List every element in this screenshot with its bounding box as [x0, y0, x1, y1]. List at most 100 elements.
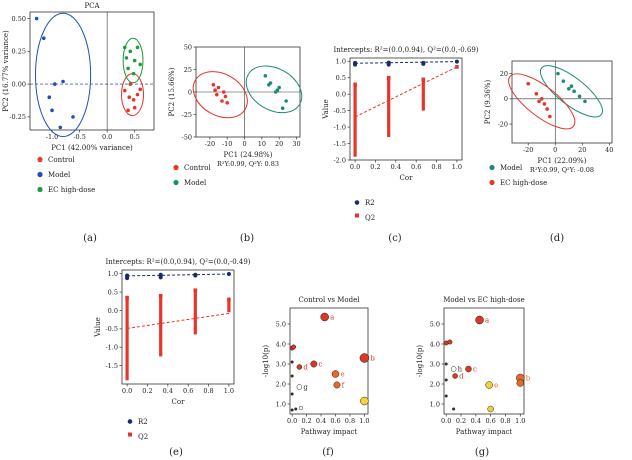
data-point: [126, 66, 130, 71]
pathway-point-label: h: [458, 366, 463, 374]
y-tick-label: 20: [500, 70, 508, 78]
chart-panel-g: 0.0 0.2 0.4 0.6 0.8 1.0 1.0 2.0 3.0 4.0 5.0 Pathway…: [416, 296, 531, 436]
pathway-point: [296, 384, 303, 390]
x-axis-label: PC1 (42.00% variance): [51, 144, 133, 152]
legend-marker: [37, 171, 43, 178]
pathway-point-label: b: [526, 375, 531, 383]
data-point: [566, 86, 571, 91]
q2-point: [125, 295, 129, 300]
data-point: [122, 88, 127, 93]
y-tick-label: 2.0: [430, 380, 440, 388]
y-axis-label: Value: [322, 99, 330, 119]
y-tick-label: -0.5: [333, 107, 346, 115]
data-point: [526, 81, 531, 86]
data-point: [548, 114, 552, 119]
y-tick-label: 0.0: [336, 90, 346, 98]
data-point: [128, 82, 133, 86]
r2-point: [125, 274, 130, 279]
plot-frame-c: [349, 57, 463, 161]
y-axis-label: -log10(p): [416, 345, 424, 377]
data-point: [138, 87, 143, 92]
data-point: [545, 107, 549, 111]
chart-title: Intercepts: R²=(0.0,0.94), Q²=(0.0,-0.69…: [333, 46, 478, 54]
x-tick-label: 0.8: [500, 417, 510, 425]
panel-label-f: (f): [322, 447, 334, 458]
pathway-point-label: f: [342, 382, 346, 390]
legend-label: R2: [138, 418, 148, 426]
x-axis-label: Pathway impact: [301, 428, 358, 436]
data-point: [267, 83, 271, 87]
r2-point: [193, 272, 198, 277]
chart-panel-c: 0.0 0.2 0.4 0.6 0.8 1.0 -2.0 -1.5 -1.0 -0.5 0.0 0.5…: [322, 46, 479, 222]
x-tick-label: 0.8: [431, 163, 441, 171]
y-tick-label: 3.0: [276, 360, 286, 368]
legend-marker-q2: [128, 432, 132, 437]
x-tick-label: 20: [275, 140, 283, 148]
data-point: [124, 56, 129, 60]
legend-label: EC high-dose: [500, 179, 547, 187]
x-tick-label: -1.0: [46, 133, 59, 141]
x-tick-label: -0.5: [73, 133, 86, 141]
q2-point-column: [125, 297, 129, 381]
x-tick-label: 0.6: [485, 417, 495, 425]
pathway-point-label: a: [330, 314, 334, 322]
q2-point: [455, 65, 459, 69]
data-point: [572, 89, 576, 94]
data-point: [225, 101, 229, 105]
x-tick-label: 30: [292, 140, 300, 148]
pathway-point: [452, 373, 458, 379]
q2-point-column: [193, 290, 197, 335]
data-point: [135, 45, 140, 50]
legend-label: Model: [184, 179, 207, 187]
y-axis-label: Value: [94, 317, 102, 337]
x-axis-label: PC1 (22.09%): [538, 157, 587, 165]
x-tick-label: 10: [258, 140, 266, 148]
data-point: [280, 106, 285, 110]
chart-panel-e: 0.0 0.2 0.4 0.6 0.8 1.0 -1.5 -1.0 -0.5 0.0 0.5 1.0 C…: [94, 258, 251, 441]
panel-label-a: (a): [83, 233, 97, 244]
data-point: [263, 74, 268, 78]
pathway-point: [450, 366, 457, 372]
x-tick-label: 0.0: [102, 133, 112, 141]
data-point: [534, 92, 539, 96]
y-tick-label: 3.0: [430, 360, 440, 368]
x-tick-label: -20: [205, 140, 215, 148]
y-tick-label: 4.0: [430, 340, 440, 348]
pathway-point: [296, 364, 303, 370]
confidence-ellipse: [35, 12, 92, 138]
data-point: [135, 92, 140, 97]
chart-title: Model vs EC high-dose: [443, 296, 524, 304]
x-axis-label: PC1 (24.98%): [224, 151, 273, 159]
chart-title: PCA: [84, 2, 100, 10]
y-tick-label: 0.0: [108, 307, 118, 315]
x-tick-label: -20: [523, 146, 533, 154]
pathway-point: [291, 344, 297, 350]
pathway-point: [465, 365, 472, 373]
data-point: [284, 99, 288, 103]
data-point: [537, 99, 541, 104]
y-tick-label: -20: [498, 120, 508, 128]
confidence-ellipse: [122, 37, 144, 84]
data-point: [211, 83, 216, 87]
x-tick-label: 0.4: [316, 417, 326, 425]
r2-point: [386, 60, 391, 65]
chart-title: Control vs Model: [299, 296, 361, 304]
pathway-point: [298, 405, 303, 411]
y-tick-label: 4.0: [276, 340, 286, 348]
data-point: [556, 71, 560, 76]
data-point: [131, 98, 136, 102]
x-axis-label: Cor: [400, 174, 414, 182]
q2-point-column: [387, 77, 391, 137]
pathway-point: [516, 379, 525, 387]
panel-label-c: (c): [388, 233, 402, 244]
y-tick-label: -25: [182, 111, 192, 119]
q2-point: [353, 82, 357, 87]
legend-marker: [37, 156, 43, 163]
plot-frame-d: [511, 60, 613, 144]
q2-point-column: [159, 295, 163, 357]
x-tick-label: 0.8: [203, 387, 213, 395]
r2-regression-line: [355, 61, 457, 64]
r2-point: [353, 61, 358, 66]
